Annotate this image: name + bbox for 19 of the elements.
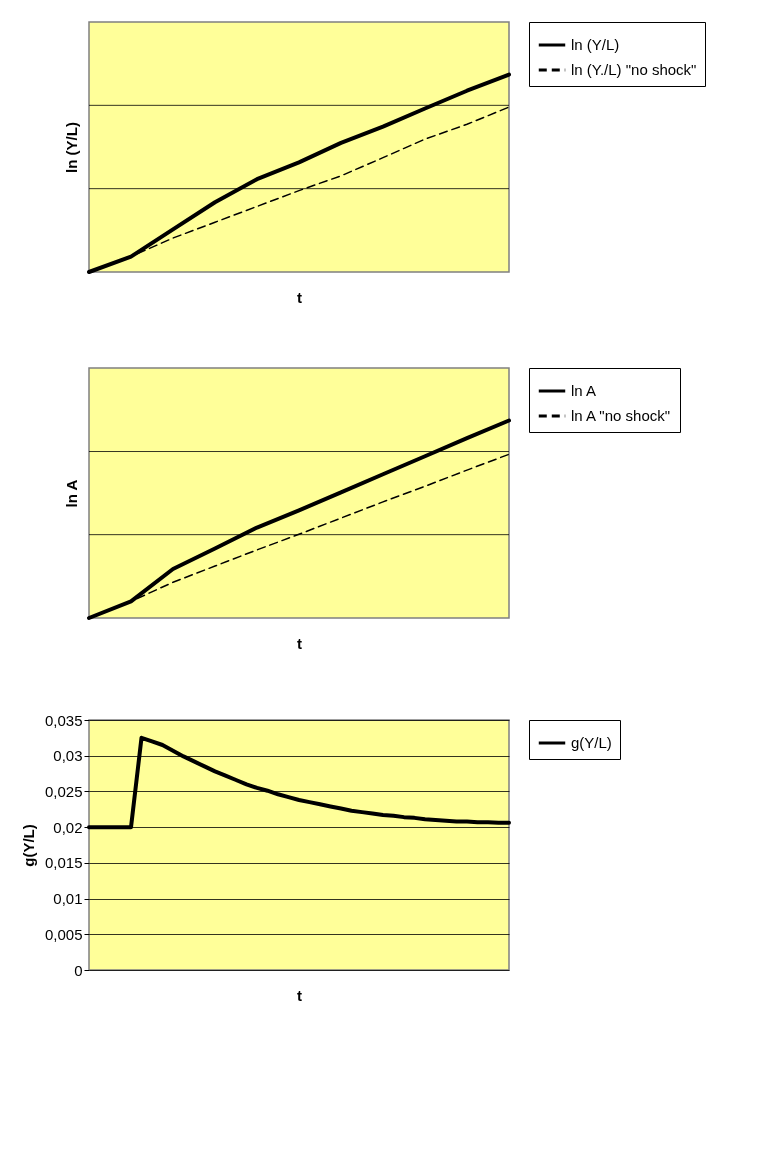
x-axis-title: t: [297, 634, 302, 652]
x-axis-title: t: [297, 288, 302, 306]
legend-label: g(Y/L): [571, 734, 612, 751]
y-axis-title: g(Y/L): [19, 824, 37, 867]
y-axis-title: ln (Y/L): [62, 122, 80, 173]
x-axis-title: t: [297, 986, 302, 1004]
y-tick-label: 0,015: [44, 854, 83, 872]
y-tick-label: 0,035: [44, 711, 83, 729]
y-tick-label: 0: [74, 961, 83, 979]
legend-label: ln (Y/L): [571, 36, 620, 53]
legend-label: ln (Y./L) "no shock": [571, 61, 697, 78]
y-tick-label: 0,03: [53, 747, 83, 765]
y-tick-label: 0,025: [44, 782, 83, 800]
legend-label: ln A: [571, 382, 597, 399]
y-axis-title: ln A: [62, 479, 80, 508]
y-tick-label: 0,01: [53, 890, 83, 908]
y-tick-label: 0,005: [44, 925, 83, 943]
legend-label: ln A "no shock": [571, 407, 671, 424]
y-tick-label: 0,02: [53, 818, 83, 836]
